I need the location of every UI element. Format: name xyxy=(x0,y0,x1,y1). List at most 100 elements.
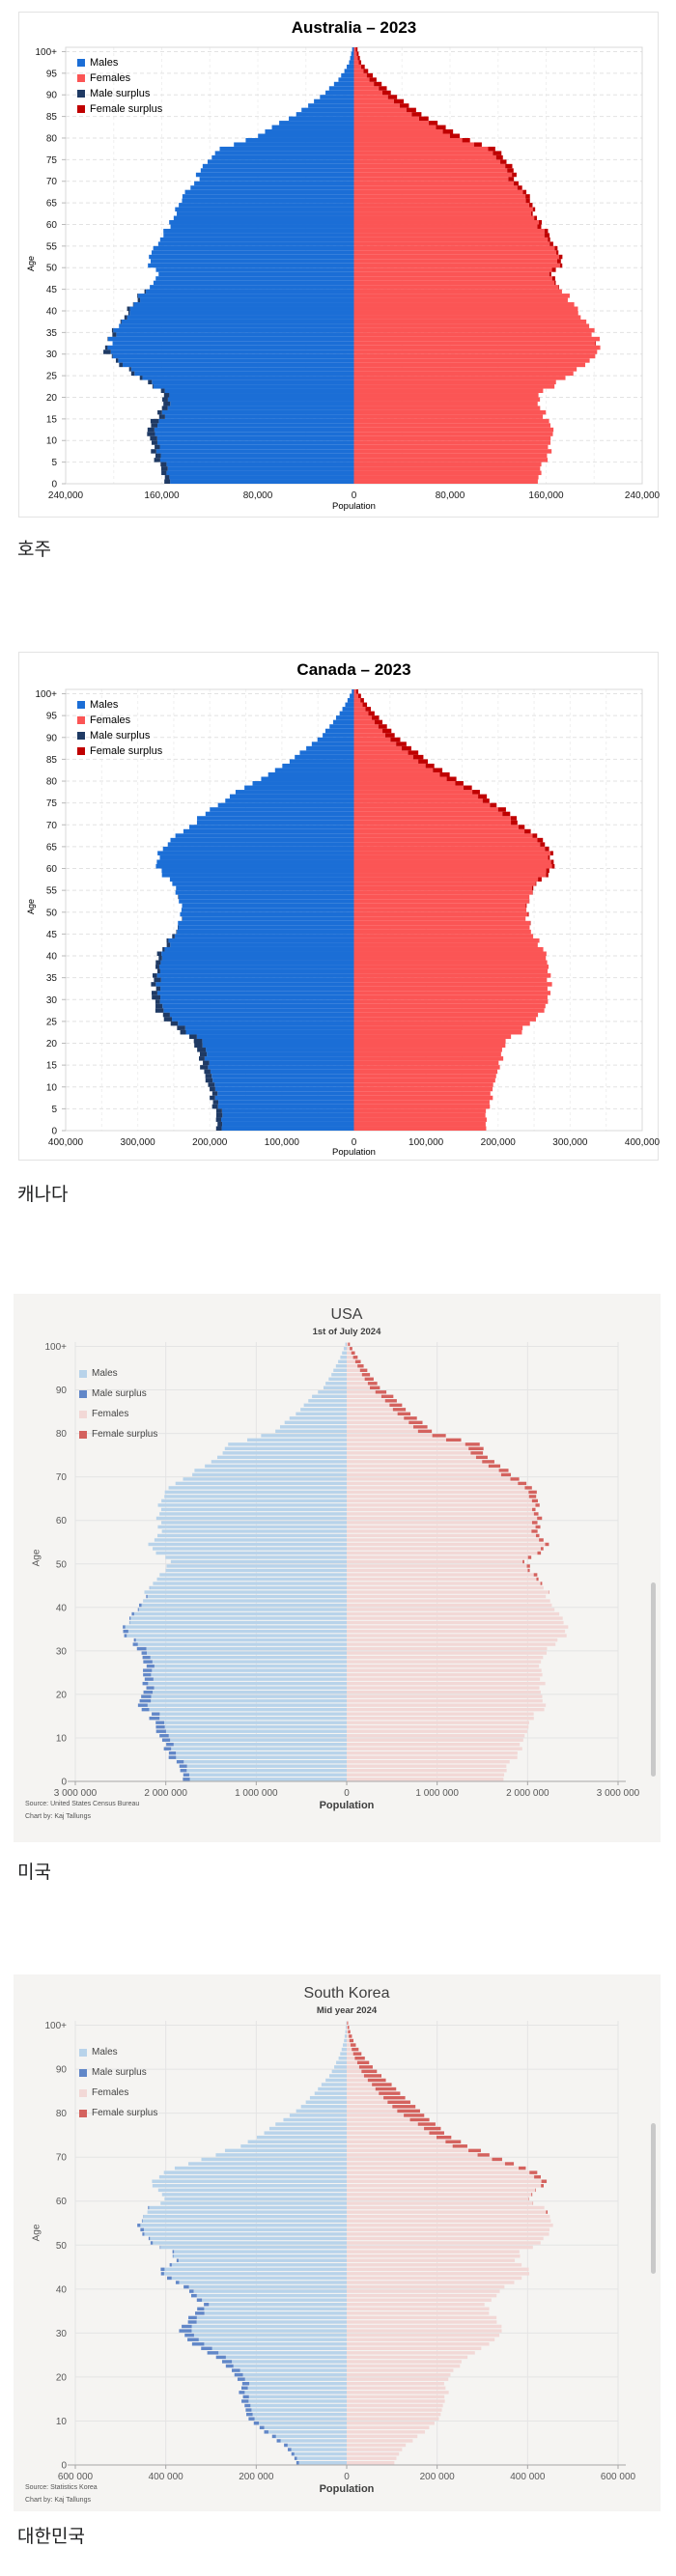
canada-pyramid-plot: 0 5 10 15 20 25 30 35 40 45 50 55 60 65 70 75 80 85 90 95 10… xyxy=(35,688,660,1148)
legend: Males Females Male surplus Female surplu… xyxy=(77,697,162,759)
australia-pyramid-card: 0 5 10 15 20 25 30 35 40 45 50 55 60 65 70 75 80 85 90 95 10… xyxy=(18,12,660,518)
males-swatch-icon xyxy=(79,2048,87,2057)
chart-title: Australia – 2023 xyxy=(291,18,417,37)
svg-text:200 000: 200 000 xyxy=(420,2472,456,2482)
females-swatch-icon xyxy=(79,1410,87,1418)
svg-text:240,000: 240,000 xyxy=(625,490,660,501)
legend-item: Female surplus xyxy=(77,101,162,117)
gridlines xyxy=(68,1342,626,1785)
legend-item: Males xyxy=(79,1363,157,1384)
svg-text:70: 70 xyxy=(46,177,58,187)
females-swatch-icon xyxy=(77,716,85,724)
svg-text:40: 40 xyxy=(46,306,58,317)
svg-text:50: 50 xyxy=(56,1559,68,1570)
svg-text:600 000: 600 000 xyxy=(601,2472,636,2482)
svg-text:60: 60 xyxy=(56,1516,68,1526)
svg-text:85: 85 xyxy=(46,112,58,123)
legend-label: Males xyxy=(90,57,119,69)
svg-text:1 000 000: 1 000 000 xyxy=(415,1788,459,1799)
bars-male-surplus xyxy=(151,894,223,1131)
bars-males xyxy=(140,2021,347,2465)
svg-text:30: 30 xyxy=(56,1646,68,1657)
svg-text:60: 60 xyxy=(56,2197,68,2207)
svg-text:1 000 000: 1 000 000 xyxy=(235,1788,278,1799)
svg-text:30: 30 xyxy=(46,995,58,1006)
svg-text:70: 70 xyxy=(46,821,58,831)
female-surplus-swatch-icon xyxy=(77,747,85,755)
svg-text:3 000 000: 3 000 000 xyxy=(54,1788,98,1799)
y-axis-title: Age xyxy=(31,1549,42,1567)
bars-males xyxy=(125,1342,347,1781)
legend-label: Males xyxy=(92,2047,118,2058)
x-axis-title: Population xyxy=(332,1147,376,1158)
canada-pyramid-card: 0 5 10 15 20 25 30 35 40 45 50 55 60 65 70 75 80 85 90 95 10… xyxy=(18,652,660,1161)
legend-item: Female surplus xyxy=(77,743,162,759)
svg-text:10: 10 xyxy=(46,436,58,447)
usa-pyramid-plot: 0 10 20 30 40 50 60 70 80 90 100+ 0 1 000 000 1 000 0… xyxy=(44,1342,640,1799)
svg-text:45: 45 xyxy=(46,930,58,940)
legend-item: Male surplus xyxy=(79,2062,157,2083)
svg-text:50: 50 xyxy=(56,2241,68,2252)
svg-text:600 000: 600 000 xyxy=(58,2472,94,2482)
chart-title: South Korea xyxy=(303,1985,390,2002)
svg-text:95: 95 xyxy=(46,69,58,79)
caption-south-korea: 대한민국 xyxy=(17,2527,85,2547)
bars-male-surplus xyxy=(137,2205,299,2465)
chart-subtitle: Mid year 2024 xyxy=(316,2005,378,2016)
svg-text:20: 20 xyxy=(56,1690,68,1700)
svg-text:0: 0 xyxy=(344,1788,350,1799)
south-korea-pyramid-card: 0 10 20 30 40 50 60 70 80 90 100+ 0 200 000 200 000 40… xyxy=(14,1974,661,2511)
source-line: Source: Statistics Korea xyxy=(25,2484,98,2491)
bars-female-surplus xyxy=(355,47,597,346)
svg-text:10: 10 xyxy=(46,1082,58,1093)
legend: Males Male surplus Females Female surplu… xyxy=(79,1363,157,1444)
bars-female-surplus xyxy=(348,1342,549,1594)
females-swatch-icon xyxy=(77,74,85,82)
svg-text:20: 20 xyxy=(46,393,58,404)
svg-text:90: 90 xyxy=(56,2065,68,2076)
bars-females xyxy=(353,47,601,484)
svg-text:40: 40 xyxy=(46,952,58,963)
svg-text:70: 70 xyxy=(56,2153,68,2164)
svg-text:400 000: 400 000 xyxy=(510,2472,546,2482)
svg-text:25: 25 xyxy=(46,1017,58,1027)
svg-text:100+: 100+ xyxy=(35,47,57,58)
svg-text:2 000 000: 2 000 000 xyxy=(144,1788,187,1799)
legend-item: Males xyxy=(77,55,162,70)
males-swatch-icon xyxy=(77,59,85,67)
bars-males xyxy=(107,47,354,484)
y-axis-title: Age xyxy=(26,256,36,272)
tick-labels: 0 5 10 15 20 25 30 35 40 45 50 55 60 65 70 75 80 85 90 95 10… xyxy=(35,47,660,501)
scrollbar-thumb[interactable] xyxy=(651,1582,656,1777)
bars-females xyxy=(353,689,552,1131)
australia-pyramid-plot: 0 5 10 15 20 25 30 35 40 45 50 55 60 65 70 75 80 85 90 95 10… xyxy=(35,46,660,501)
svg-text:200,000: 200,000 xyxy=(192,1137,228,1148)
x-axis-title: Population xyxy=(332,501,376,512)
svg-text:15: 15 xyxy=(46,1061,58,1072)
svg-text:240,000: 240,000 xyxy=(48,490,84,501)
svg-text:75: 75 xyxy=(46,155,58,166)
svg-text:0: 0 xyxy=(352,490,357,501)
svg-text:75: 75 xyxy=(46,798,58,809)
svg-text:100,000: 100,000 xyxy=(265,1137,300,1148)
bars-male-surplus xyxy=(123,1585,190,1781)
svg-text:400,000: 400,000 xyxy=(48,1137,84,1148)
svg-text:100+: 100+ xyxy=(44,2021,67,2031)
svg-text:160,000: 160,000 xyxy=(528,490,564,501)
chart-title: Canada – 2023 xyxy=(296,660,411,679)
svg-text:30: 30 xyxy=(56,2329,68,2339)
bars-males xyxy=(155,689,354,1131)
svg-text:40: 40 xyxy=(56,2284,68,2295)
svg-text:0: 0 xyxy=(344,2472,350,2482)
legend-item: Males xyxy=(77,697,162,713)
legend-label: Male surplus xyxy=(90,88,151,99)
svg-text:80: 80 xyxy=(56,2109,68,2119)
legend-label: Female surplus xyxy=(90,745,163,757)
scrollbar-thumb[interactable] xyxy=(651,2123,656,2274)
legend-label: Female surplus xyxy=(90,103,163,115)
svg-text:20: 20 xyxy=(46,1039,58,1050)
legend-label: Females xyxy=(92,1409,129,1419)
legend-label: Female surplus xyxy=(92,2108,158,2118)
male-surplus-swatch-icon xyxy=(79,1389,87,1398)
